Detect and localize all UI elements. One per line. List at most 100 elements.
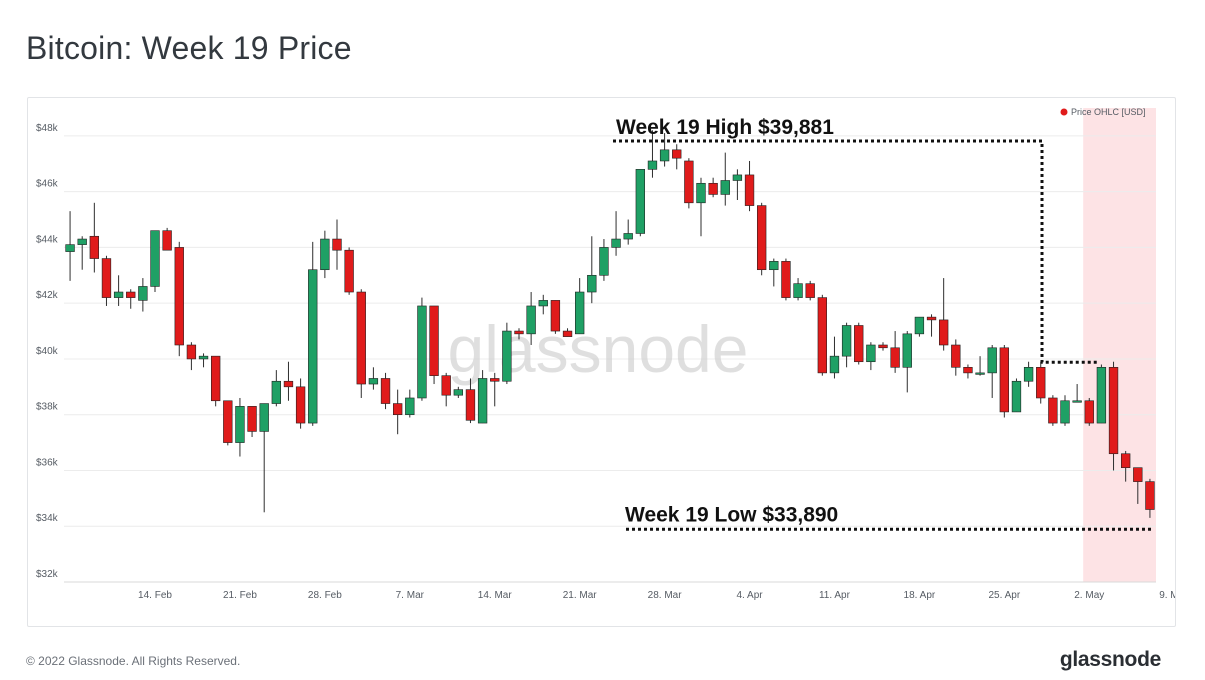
x-tick-label: 21. Mar <box>563 590 598 601</box>
candle-up <box>587 274 597 293</box>
y-tick-label: $42k <box>36 290 59 301</box>
candle-up <box>368 378 379 385</box>
week19-high-label: Week 19 High $39,881 <box>616 116 834 139</box>
candle-up <box>1011 380 1022 413</box>
candle-up <box>77 238 87 245</box>
candle-down <box>1133 467 1143 482</box>
candle-up <box>902 333 912 368</box>
candle-up <box>65 244 75 252</box>
candle-up <box>198 355 209 360</box>
candle-down <box>295 386 306 424</box>
candle-up <box>914 316 925 335</box>
page-title: Bitcoin: Week 19 Price <box>26 30 352 66</box>
candle-up <box>769 261 779 271</box>
watermark-text: glassnode <box>448 312 749 386</box>
candle-down <box>1120 453 1131 468</box>
candle-up <box>453 389 464 396</box>
candle-up <box>538 300 548 307</box>
candle-up <box>1072 400 1082 403</box>
y-tick-label: $40k <box>36 346 59 357</box>
x-tick-label: 28. Mar <box>648 590 683 601</box>
candle-down <box>344 249 354 293</box>
candle-up <box>659 149 670 162</box>
candle-up <box>417 305 427 399</box>
candle-down <box>1048 397 1058 424</box>
candle-up <box>732 174 743 181</box>
y-tick-label: $44k <box>36 234 59 245</box>
candle-up <box>1096 367 1107 424</box>
candle-down <box>465 389 476 421</box>
candle-up <box>150 230 160 287</box>
candle-down <box>744 174 755 206</box>
candle-down <box>174 247 184 346</box>
candle-down <box>356 291 366 385</box>
candle-down <box>756 205 767 271</box>
candle-up <box>987 347 997 374</box>
candle-down <box>283 380 294 388</box>
x-tick-label: 7. Mar <box>396 590 425 601</box>
candle-up <box>308 269 318 424</box>
candle-up <box>1060 400 1070 424</box>
y-tick-label: $36k <box>36 457 59 468</box>
candle-down <box>186 344 197 360</box>
candle-down <box>1145 481 1155 510</box>
candle-down <box>999 347 1010 413</box>
candle-up <box>841 325 852 357</box>
candle-down <box>926 316 937 321</box>
x-tick-label: 18. Apr <box>904 590 936 601</box>
candle-down <box>854 325 864 363</box>
x-tick-label: 9. May <box>1159 590 1175 601</box>
x-tick-label: 11. Apr <box>819 590 851 601</box>
x-tick-label: 21. Feb <box>223 590 257 601</box>
candle-down <box>380 378 391 404</box>
y-tick-label: $46k <box>36 179 59 190</box>
copyright-footer: © 2022 Glassnode. All Rights Reserved. <box>26 654 241 668</box>
candle-down <box>392 403 403 416</box>
candle-down <box>101 258 112 298</box>
candle-down <box>210 355 221 402</box>
week19-low-label: Week 19 Low $33,890 <box>625 503 838 526</box>
candle-down <box>562 330 573 337</box>
candle-up <box>696 182 706 204</box>
candle-down <box>817 297 828 374</box>
candle-down <box>1108 367 1119 455</box>
candle-down <box>441 375 451 396</box>
candle-up <box>975 372 985 375</box>
brand-logo: glassnode <box>1059 648 1161 671</box>
candle-up <box>793 283 803 298</box>
candle-up <box>271 380 282 404</box>
candle-up <box>405 397 415 416</box>
candle-down <box>878 344 888 349</box>
candle-down <box>247 406 257 432</box>
candle-up <box>720 180 730 195</box>
candle-up <box>138 286 148 301</box>
legend-label: Price OHLC [USD] <box>1071 107 1146 117</box>
candle-up <box>1023 367 1034 382</box>
x-tick-label: 14. Feb <box>138 590 172 601</box>
candle-down <box>963 367 973 374</box>
candle-down <box>781 261 791 298</box>
candle-down <box>550 300 561 332</box>
candle-up <box>477 378 488 424</box>
y-tick-label: $34k <box>36 513 59 524</box>
candle-up <box>502 330 512 382</box>
candle-up <box>623 233 633 240</box>
y-tick-label: $48k <box>36 123 59 134</box>
week19-highlight-band <box>1083 108 1156 582</box>
candle-down <box>708 182 718 195</box>
candle-up <box>526 305 536 335</box>
y-tick-label: $32k <box>36 569 59 580</box>
candle-up <box>866 344 876 363</box>
legend-dot <box>1060 108 1068 116</box>
x-tick-label: 2. May <box>1074 590 1104 601</box>
chart-panel: $32k $34k $36k $38k $40k $42k $44k $46k $48k 14. … <box>27 97 1176 627</box>
y-tick-label: $38k <box>36 402 59 413</box>
candle-down <box>938 319 949 346</box>
candle-down <box>1084 400 1094 424</box>
candle-down <box>951 344 961 368</box>
candle-down <box>890 347 900 368</box>
candle-down <box>514 330 524 335</box>
candle-down <box>672 149 682 159</box>
candle-down <box>805 283 815 298</box>
candle-up <box>611 238 621 248</box>
